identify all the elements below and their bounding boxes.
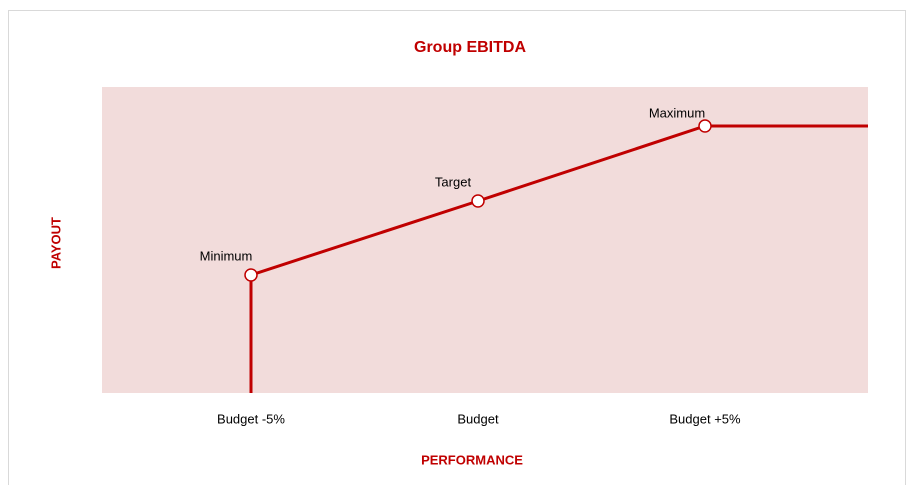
point-label: Maximum bbox=[649, 105, 705, 120]
x-tick-label: Budget -5% bbox=[217, 411, 285, 426]
chart-title: Group EBITDA bbox=[414, 39, 526, 56]
x-axis-label: PERFORMANCE bbox=[421, 452, 523, 467]
point bbox=[471, 194, 485, 208]
point-label: Target bbox=[435, 174, 472, 189]
x-tick-label: Budget bbox=[457, 411, 499, 426]
plot-area bbox=[102, 87, 868, 393]
point bbox=[698, 119, 712, 133]
point bbox=[244, 268, 258, 282]
x-tick-label: Budget +5% bbox=[669, 411, 741, 426]
point-label: Minimum bbox=[200, 248, 253, 263]
y-axis-label: PAYOUT bbox=[48, 217, 63, 269]
